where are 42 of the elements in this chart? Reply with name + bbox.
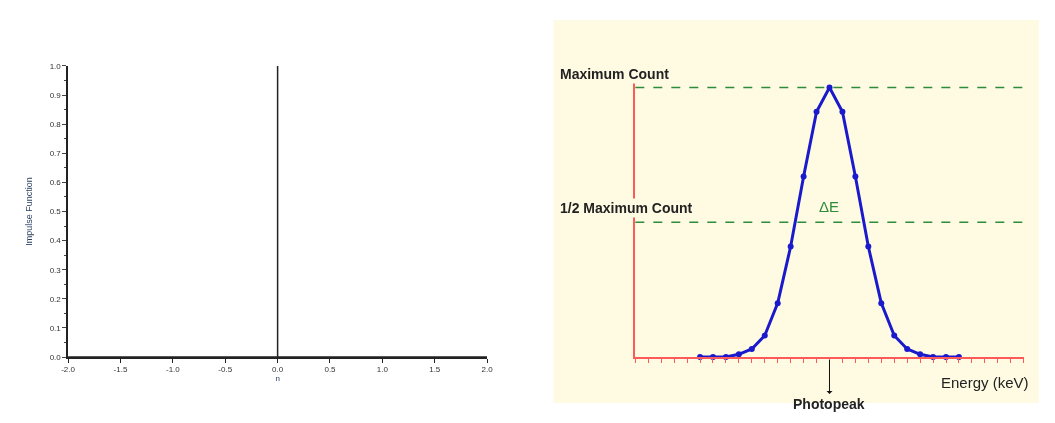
point	[787, 243, 794, 250]
annotation: ΔE	[819, 198, 840, 215]
y-tick-label: 0.8	[49, 119, 62, 129]
y-tick-label: 0.1	[49, 323, 62, 333]
y-tick-label: 0.9	[49, 90, 62, 100]
ref-line-label: Maximum Count	[560, 66, 670, 82]
y-axis-title: Impulse Function	[24, 177, 35, 246]
point	[826, 84, 833, 91]
point	[761, 332, 768, 339]
point	[839, 108, 846, 115]
point	[865, 243, 872, 250]
y-tick-label: 0.3	[49, 265, 62, 275]
text: Photopeak	[793, 396, 865, 412]
point	[917, 351, 924, 358]
x-tick-label: 1.0	[376, 365, 389, 375]
x-tick-label: 1.5	[429, 365, 441, 375]
y-tick-label: 0.0	[49, 352, 62, 362]
point	[891, 332, 898, 339]
ref-line-label: 1/2 Maximum Count	[560, 200, 693, 216]
y-tick-label: 0.7	[49, 149, 62, 159]
x-axis-title: Energy (keV)	[941, 374, 1029, 391]
x-tick-label: -2.0	[61, 365, 76, 375]
y-tick-label: 1.0	[49, 61, 62, 71]
point	[800, 173, 807, 180]
x-tick-label: -0.5	[218, 365, 233, 375]
point	[748, 345, 755, 352]
y-tick-label: 0.2	[49, 294, 62, 304]
point	[813, 108, 820, 115]
point	[852, 173, 859, 180]
y-tick-label: 0.4	[49, 236, 62, 246]
x-tick-label: 0.0	[272, 365, 284, 375]
x-tick-label: -1.5	[113, 365, 128, 375]
point	[904, 345, 911, 352]
x-tick-label: 2.0	[481, 365, 494, 375]
x-tick-label: -1.0	[165, 365, 181, 375]
y-tick-label: 0.6	[49, 178, 62, 188]
y-tick-label: 0.5	[49, 207, 62, 217]
point	[735, 351, 742, 358]
point	[774, 300, 781, 307]
point	[878, 300, 885, 307]
x-tick-label: 0.5	[324, 365, 337, 375]
x-axis-title: n	[275, 374, 280, 384]
